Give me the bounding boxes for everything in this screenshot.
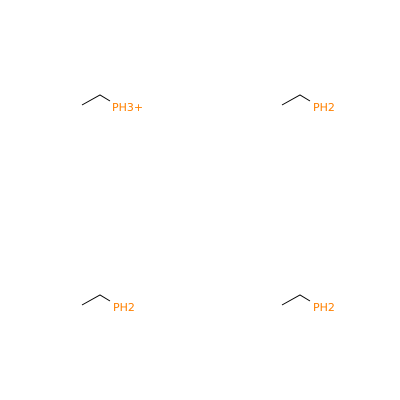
molecule-3-ethyl-bond xyxy=(81,294,111,306)
molecule-2: PH2 xyxy=(281,94,335,114)
molecule-2-phosphorus-label: PH2 xyxy=(313,101,335,114)
molecule-1-ethyl-bond xyxy=(81,94,111,106)
molecule-4-ethyl-bond xyxy=(281,294,311,306)
molecule-3: PH2 xyxy=(81,294,135,314)
molecule-4: PH2 xyxy=(281,294,335,314)
molecule-3-phosphorus-label: PH2 xyxy=(113,301,135,314)
molecule-2-ethyl-bond xyxy=(281,94,311,106)
molecule-1-phosphorus-label: PH3+ xyxy=(112,101,143,114)
molecule-1: PH3+ xyxy=(81,94,143,114)
molecule-4-phosphorus-label: PH2 xyxy=(313,301,335,314)
